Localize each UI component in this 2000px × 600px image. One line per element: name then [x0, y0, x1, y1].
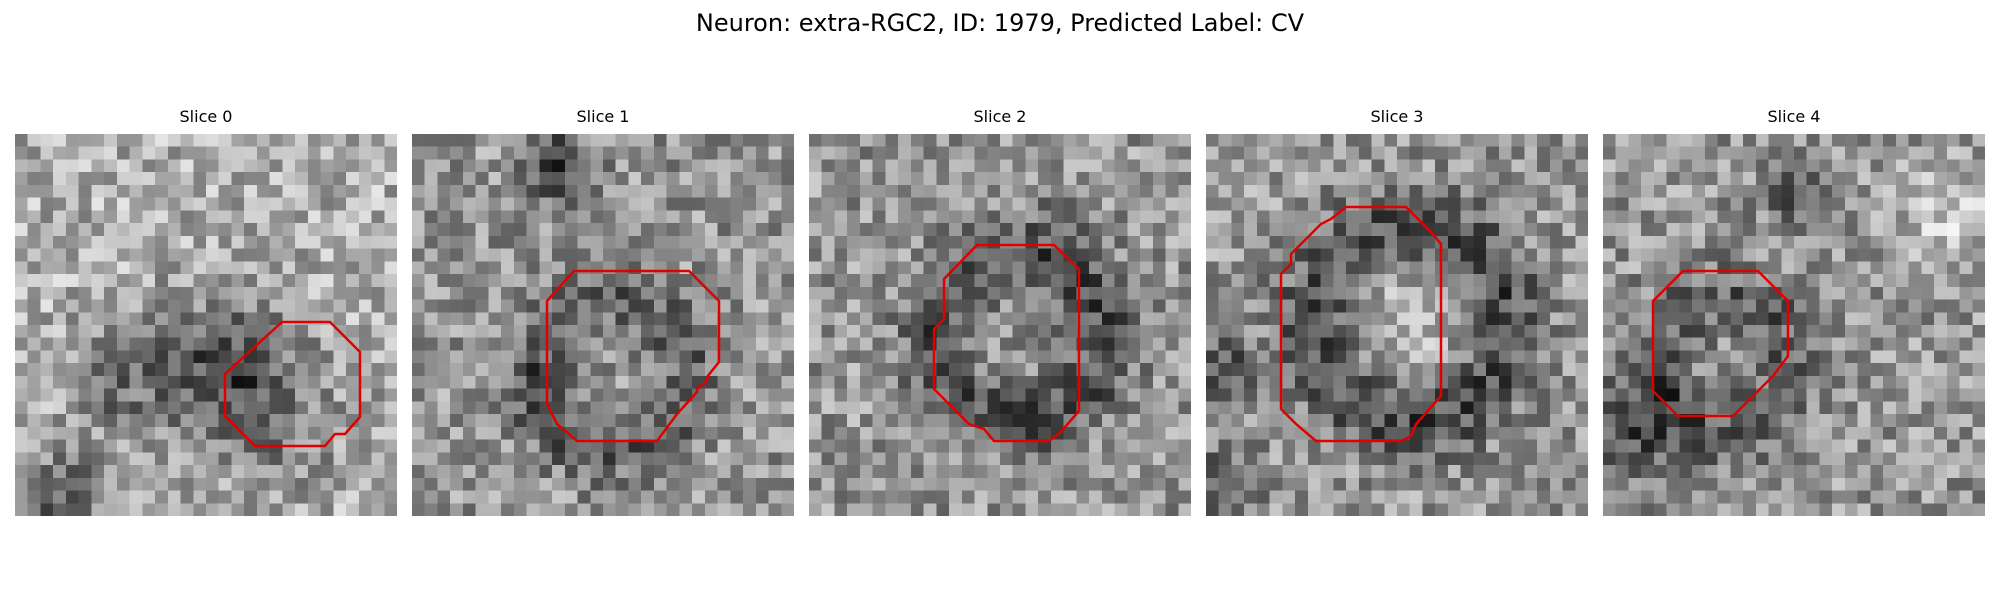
- contour-overlay-1: [545, 269, 721, 443]
- slice-title-1: Slice 1: [576, 107, 630, 126]
- slice-title-3: Slice 3: [1370, 107, 1424, 126]
- slice-image-3: [1206, 134, 1588, 516]
- grayscale-patch-2: [809, 134, 1191, 516]
- grayscale-patch-4: [1603, 134, 1985, 516]
- cell-contour-0: [223, 320, 362, 448]
- slice-title-2: Slice 2: [973, 107, 1027, 126]
- grayscale-patch-3: [1206, 134, 1588, 516]
- slice-image-1: [412, 134, 794, 516]
- cell-contour-1: [545, 269, 721, 443]
- slice-image-4: [1603, 134, 1985, 516]
- cell-contour-2: [932, 243, 1081, 443]
- contour-overlay-0: [223, 320, 362, 448]
- slice-title-0: Slice 0: [179, 107, 233, 126]
- figure-title: Neuron: extra-RGC2, ID: 1979, Predicted …: [695, 9, 1305, 37]
- contour-overlay-3: [1279, 205, 1443, 443]
- cell-contour-3: [1279, 205, 1443, 443]
- slice-title-4: Slice 4: [1767, 107, 1821, 126]
- slice-image-0: [15, 134, 397, 516]
- slice-image-2: [809, 134, 1191, 516]
- grayscale-patch-1: [412, 134, 794, 516]
- contour-overlay-2: [932, 243, 1081, 443]
- contour-overlay-4: [1651, 269, 1790, 418]
- cell-contour-4: [1651, 269, 1790, 418]
